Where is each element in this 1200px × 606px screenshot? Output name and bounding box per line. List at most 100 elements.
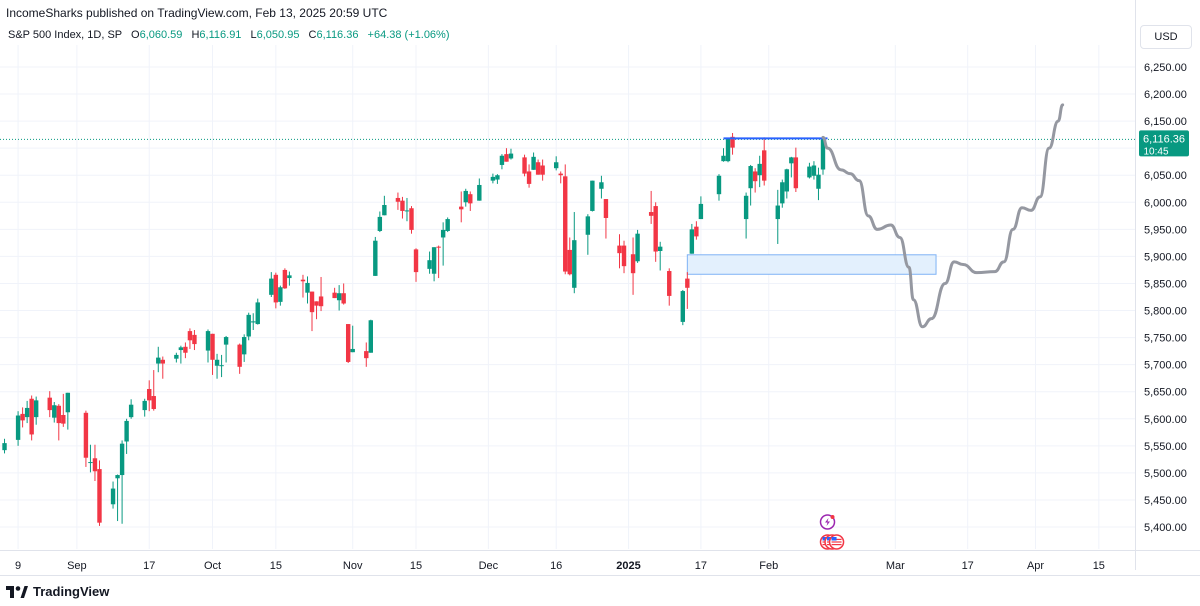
candle-body[interactable] — [535, 162, 541, 175]
candle-body[interactable] — [52, 405, 57, 418]
candle-body[interactable] — [332, 292, 337, 299]
candle-body[interactable] — [630, 254, 636, 274]
candle-body[interactable] — [47, 397, 52, 411]
candle-body[interactable] — [382, 205, 387, 216]
candle-body[interactable] — [621, 245, 627, 267]
candle-body[interactable] — [178, 347, 184, 351]
candle-body[interactable] — [83, 412, 89, 458]
candle-body[interactable] — [15, 415, 21, 440]
candle-body[interactable] — [526, 171, 532, 184]
candle-body[interactable] — [490, 176, 496, 181]
candle-body[interactable] — [309, 291, 315, 313]
candle-body[interactable] — [255, 302, 260, 325]
candle-body[interactable] — [192, 334, 197, 345]
candle-body[interactable] — [128, 404, 134, 418]
candle-body[interactable] — [61, 414, 66, 424]
candle-body[interactable] — [214, 359, 220, 366]
candle-body[interactable] — [205, 331, 211, 351]
candle-body[interactable] — [603, 199, 609, 218]
candle-body[interactable] — [721, 155, 726, 162]
candle-body[interactable] — [219, 365, 224, 367]
candle-body[interactable] — [780, 182, 785, 204]
candle-body[interactable] — [694, 226, 699, 237]
candle-body[interactable] — [653, 206, 658, 252]
candle-body[interactable] — [689, 229, 695, 254]
candle-body[interactable] — [147, 389, 152, 401]
candle-body[interactable] — [468, 194, 473, 204]
candle-body[interactable] — [56, 405, 61, 424]
candle-body[interactable] — [540, 165, 545, 175]
candle-body[interactable] — [368, 320, 373, 353]
candle-body[interactable] — [558, 173, 563, 176]
candle-body[interactable] — [685, 278, 690, 288]
candle-body[interactable] — [743, 195, 749, 220]
candle-body[interactable] — [33, 400, 39, 418]
candle-body[interactable] — [400, 200, 405, 211]
candle-body[interactable] — [459, 206, 464, 210]
candle-body[interactable] — [789, 157, 794, 164]
candle-body[interactable] — [314, 301, 319, 306]
candle-body[interactable] — [680, 291, 686, 322]
candle-body[interactable] — [142, 400, 147, 411]
candle-body[interactable] — [318, 296, 324, 307]
candle-body[interactable] — [522, 157, 527, 174]
candle-body[interactable] — [160, 359, 165, 364]
candle-body[interactable] — [748, 166, 753, 189]
projection-path[interactable] — [821, 103, 1065, 329]
candle-body[interactable] — [278, 287, 283, 302]
candle-body[interactable] — [413, 249, 419, 273]
candle-body[interactable] — [151, 396, 156, 410]
candle-body[interactable] — [716, 175, 722, 195]
currency-button[interactable]: USD — [1140, 25, 1192, 49]
candle-body[interactable] — [373, 240, 378, 276]
symbol-name[interactable]: S&P 500 Index, 1D, SP — [8, 29, 122, 41]
candle-body[interactable] — [237, 344, 242, 367]
candle-body[interactable] — [336, 293, 342, 301]
candle-body[interactable] — [590, 180, 595, 211]
candle-body[interactable] — [300, 279, 306, 282]
candle-body[interactable] — [440, 229, 446, 238]
candle-body[interactable] — [110, 488, 116, 505]
candle-body[interactable] — [174, 354, 179, 359]
candle-body[interactable] — [504, 154, 509, 162]
candle-body[interactable] — [667, 271, 672, 296]
candle-body[interactable] — [409, 208, 414, 230]
candle-body[interactable] — [246, 314, 251, 337]
candle-body[interactable] — [585, 216, 591, 235]
candle-body[interactable] — [223, 337, 229, 345]
candle-body[interactable] — [251, 321, 256, 323]
candle-body[interactable] — [436, 246, 441, 248]
candle-body[interactable] — [124, 420, 129, 442]
candle-body[interactable] — [648, 212, 654, 216]
candle-body[interactable] — [445, 219, 450, 231]
candle-body[interactable] — [463, 190, 468, 203]
candle-body[interactable] — [241, 337, 247, 355]
candle-body[interactable] — [115, 475, 120, 479]
candle-body[interactable] — [784, 169, 790, 192]
candle-body[interactable] — [820, 139, 826, 170]
candle-body[interactable] — [572, 240, 577, 288]
candle-body[interactable] — [29, 398, 34, 435]
candle-body[interactable] — [273, 274, 279, 303]
candle-body[interactable] — [210, 333, 215, 360]
candle-body[interactable] — [495, 175, 500, 180]
candle-body[interactable] — [305, 282, 310, 293]
candle-body[interactable] — [427, 260, 432, 269]
candle-body[interactable] — [287, 275, 292, 279]
candle-body[interactable] — [395, 197, 401, 202]
candle-body[interactable] — [156, 357, 161, 364]
candle-body[interactable] — [752, 171, 758, 182]
candle-body[interactable] — [269, 278, 274, 295]
candle-body[interactable] — [811, 165, 817, 176]
candle-body[interactable] — [65, 392, 71, 413]
candle-body[interactable] — [725, 137, 731, 162]
candle-body[interactable] — [499, 155, 505, 165]
candle-body[interactable] — [807, 166, 812, 178]
footer-brand[interactable]: TradingView — [6, 584, 109, 599]
candle-body[interactable] — [657, 246, 663, 251]
candle-body[interactable] — [775, 205, 780, 220]
candle-body[interactable] — [282, 269, 288, 289]
candle-body[interactable] — [762, 150, 767, 181]
candle-body[interactable] — [563, 176, 568, 272]
